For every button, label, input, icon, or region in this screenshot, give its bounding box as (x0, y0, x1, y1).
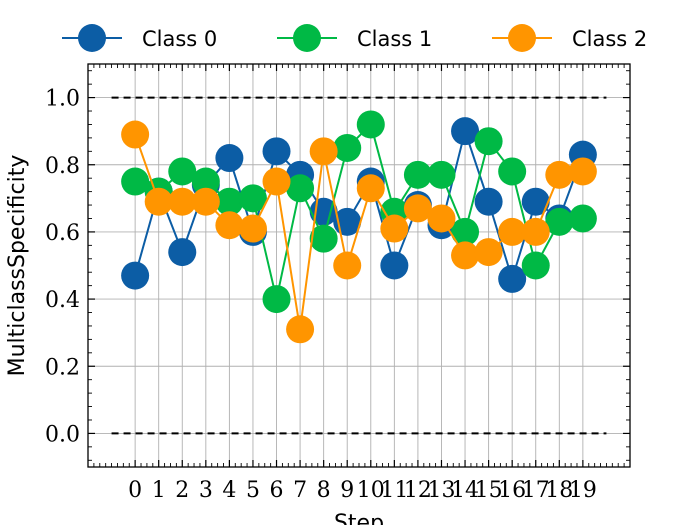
data-point (238, 214, 267, 243)
x-tick-label: 7 (293, 478, 307, 503)
data-point (144, 187, 173, 216)
data-point (286, 174, 315, 203)
data-point (356, 110, 385, 139)
x-tick-label: 9 (340, 478, 354, 503)
data-point (168, 157, 197, 186)
data-point (498, 157, 527, 186)
data-point (262, 285, 291, 314)
data-point (403, 160, 432, 189)
data-point (168, 187, 197, 216)
data-point (403, 194, 432, 223)
data-point (168, 238, 197, 267)
data-point (333, 133, 362, 162)
reference-lines (111, 96, 607, 435)
data-point (474, 238, 503, 267)
data-point (568, 157, 597, 186)
data-point (474, 187, 503, 216)
data-point (356, 174, 385, 203)
x-tick-label: 2 (175, 478, 189, 503)
data-point (191, 187, 220, 216)
legend-item-1: Class 1 (277, 24, 432, 52)
x-tick-label: 15 (475, 478, 503, 503)
series-1 (121, 110, 597, 314)
x-tick-label: 19 (569, 478, 597, 503)
x-tick-label: 16 (498, 478, 526, 503)
x-tick-label: 3 (199, 478, 213, 503)
y-tick-label: 0.6 (45, 221, 80, 246)
x-tick-label: 12 (404, 478, 432, 503)
data-point (474, 127, 503, 156)
x-tick-label: 17 (522, 478, 550, 503)
data-point (262, 137, 291, 166)
data-point (309, 137, 338, 166)
legend-label: Class 2 (572, 27, 647, 51)
data-point (286, 315, 315, 344)
legend-marker (78, 24, 106, 52)
legend-label: Class 1 (357, 27, 432, 51)
data-point (521, 217, 550, 246)
x-tick-label: 4 (222, 478, 236, 503)
x-tick-label: 13 (427, 478, 455, 503)
series (121, 110, 597, 344)
x-tick-label: 8 (317, 478, 331, 503)
x-tick-label: 11 (380, 478, 408, 503)
x-tick-label: 5 (246, 478, 260, 503)
y-axis: 0.0 0.2 0.4 0.6 0.8 1.0 (45, 87, 630, 447)
y-tick-label: 0.8 (45, 154, 80, 179)
legend-item-0: Class 0 (62, 24, 217, 52)
data-point (427, 204, 456, 233)
data-point (568, 204, 597, 233)
data-point (215, 187, 244, 216)
minor-ticks (87, 64, 631, 467)
x-axis-label: Step (334, 511, 384, 525)
y-axis-label: MulticlassSpecificity (5, 155, 30, 377)
y-tick-label: 0.4 (45, 288, 80, 313)
data-point (451, 241, 480, 270)
x-tick-label: 6 (270, 478, 284, 503)
data-point (451, 217, 480, 246)
data-point (521, 187, 550, 216)
data-point (238, 184, 267, 213)
x-tick-label: 1 (152, 478, 166, 503)
y-tick-label: 1.0 (45, 87, 80, 112)
y-tick-label: 0.0 (45, 422, 80, 447)
data-point (498, 217, 527, 246)
data-point (121, 120, 150, 149)
data-point (498, 264, 527, 293)
data-point (380, 214, 409, 243)
data-point (215, 211, 244, 240)
legend-label: Class 0 (142, 27, 217, 51)
x-tick-label: 0 (128, 478, 142, 503)
series-2 (121, 120, 597, 344)
legend-marker (293, 24, 321, 52)
data-point (545, 160, 574, 189)
data-point (262, 167, 291, 196)
data-point (545, 207, 574, 236)
data-point (427, 160, 456, 189)
legend: Class 0 Class 1 Class 2 (62, 24, 647, 52)
data-point (521, 251, 550, 280)
y-tick-label: 0.2 (45, 355, 80, 380)
data-point (215, 144, 244, 173)
legend-item-2: Class 2 (492, 24, 647, 52)
data-point (121, 261, 150, 290)
x-tick-label: 10 (357, 478, 385, 503)
data-point (191, 167, 220, 196)
x-tick-label: 18 (545, 478, 573, 503)
legend-marker (508, 24, 536, 52)
x-tick-label: 14 (451, 478, 479, 503)
data-point (333, 251, 362, 280)
data-point (309, 224, 338, 253)
data-point (380, 251, 409, 280)
data-point (451, 117, 480, 146)
data-point (121, 167, 150, 196)
